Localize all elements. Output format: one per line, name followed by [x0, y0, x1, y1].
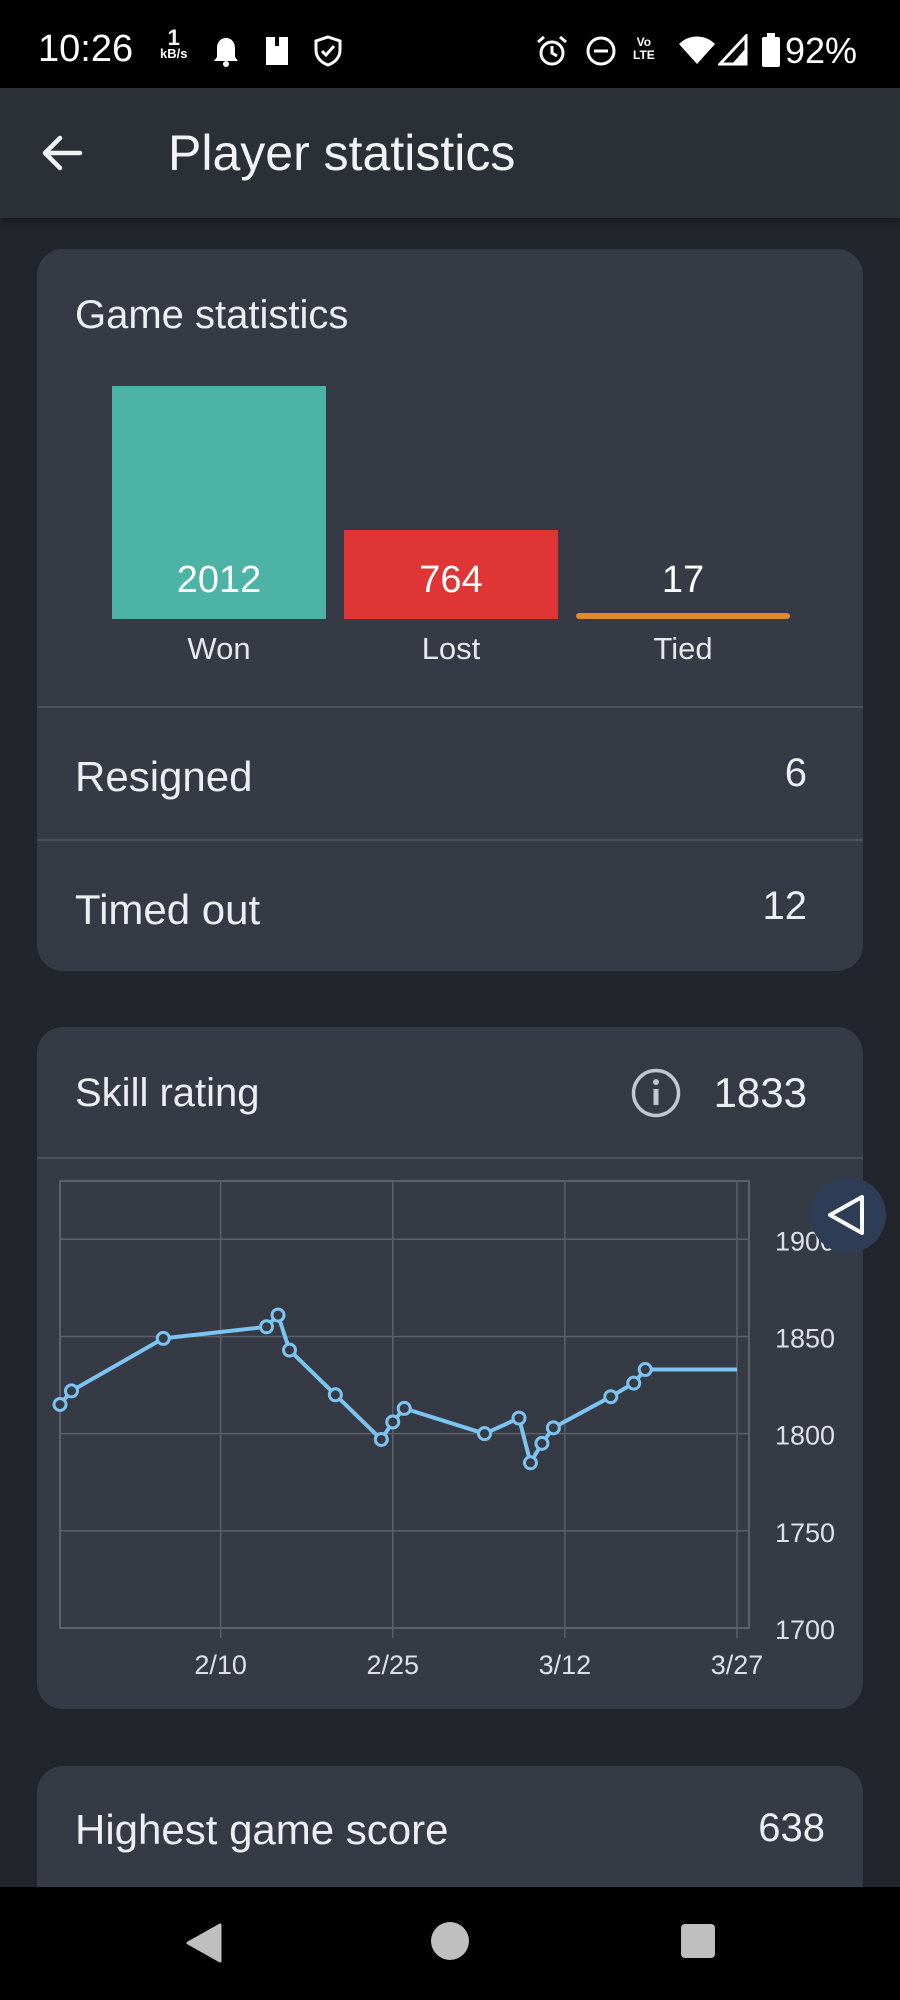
chart-y-tick-label: 1700 — [775, 1615, 835, 1645]
net-speed-unit: kB/s — [160, 46, 188, 61]
resigned-label: Resigned — [75, 753, 253, 800]
triangle-left-icon — [828, 1195, 864, 1235]
alarm-icon — [537, 35, 567, 66]
chart-data-point — [534, 1435, 550, 1451]
won-bar — [112, 386, 326, 619]
chart-data-point — [373, 1431, 389, 1447]
chart-data-point — [270, 1307, 286, 1323]
chart-data-point — [63, 1383, 79, 1399]
chart-data-point — [396, 1400, 412, 1416]
divider — [37, 1157, 863, 1159]
chart-data-point — [477, 1426, 493, 1442]
chart-data-point — [281, 1342, 297, 1358]
game-statistics-title: Game statistics — [75, 293, 349, 337]
divider — [37, 839, 863, 841]
info-icon[interactable] — [630, 1067, 682, 1119]
skill-rating-value: 1833 — [713, 1069, 807, 1116]
highest-score-value: 638 — [758, 1806, 825, 1850]
chart-data-point — [522, 1455, 538, 1471]
battery-icon — [762, 33, 780, 67]
chart-data-point — [637, 1362, 653, 1378]
chart-data-point — [52, 1397, 68, 1412]
battery-percent: 92% — [785, 30, 858, 71]
chart-data-point — [511, 1410, 527, 1426]
chart-data-point — [385, 1414, 401, 1430]
chart-x-tick-label: 2/25 — [366, 1650, 419, 1680]
status-time: 10:26 — [38, 28, 134, 70]
skill-rating-card: Skill rating 1833 1700 1750 1800 1850 1900 2/… — [37, 1027, 863, 1709]
system-nav-bar — [0, 1887, 900, 2000]
chart-x-tick-label: 2/10 — [194, 1650, 247, 1680]
tied-value: 17 — [661, 559, 705, 601]
chart-y-tick-label: 1850 — [775, 1323, 835, 1353]
chart-data-point — [545, 1420, 561, 1436]
shield-icon — [314, 35, 342, 67]
nav-back-icon[interactable] — [184, 1923, 224, 1963]
side-panel-handle[interactable] — [810, 1177, 886, 1253]
status-bar: 10:26 1 kB/s Vo LTE 92% — [0, 0, 900, 88]
chart-y-tick-label: 1750 — [775, 1518, 835, 1548]
net-speed-value: 1 — [167, 25, 180, 50]
nav-home-icon[interactable] — [431, 1922, 469, 1960]
back-arrow-icon[interactable] — [40, 131, 84, 175]
lost-label: Lost — [421, 631, 481, 666]
nav-recents-icon[interactable] — [681, 1924, 715, 1958]
chart-data-point — [626, 1375, 642, 1391]
game-statistics-card: Game statistics 2012 Won 764 Lost 17 Tie… — [37, 249, 863, 971]
chart-data-point — [259, 1319, 275, 1335]
lost-bar — [344, 530, 558, 619]
won-label: Won — [187, 631, 251, 666]
resigned-value: 6 — [784, 751, 807, 795]
won-value: 2012 — [176, 559, 262, 601]
tied-label: Tied — [653, 631, 713, 666]
page-title: Player statistics — [168, 125, 516, 181]
divider — [37, 706, 863, 708]
chart-x-tick-label: 3/27 — [711, 1650, 764, 1680]
lost-value: 764 — [419, 559, 483, 601]
chart-data-point — [603, 1389, 619, 1405]
bell-icon — [214, 38, 238, 67]
wifi-icon — [679, 36, 715, 64]
skill-rating-title: Skill rating — [75, 1071, 260, 1115]
chart-data-point — [155, 1330, 171, 1346]
sd-card-icon — [266, 37, 288, 65]
chart-y-tick-label: 1800 — [775, 1421, 835, 1451]
volte-line1: Vo — [636, 35, 652, 49]
tied-bar — [576, 613, 790, 619]
chart-data-point — [327, 1387, 343, 1403]
volte-line2: LTE — [633, 48, 655, 62]
timed-out-label: Timed out — [75, 886, 261, 933]
dnd-icon — [586, 36, 616, 66]
highest-score-label: Highest game score — [75, 1806, 449, 1853]
signal-icon — [718, 34, 748, 66]
volte-icon: Vo LTE — [633, 36, 655, 62]
timed-out-value: 12 — [762, 884, 808, 928]
chart-x-tick-label: 3/12 — [539, 1650, 592, 1680]
app-bar: Player statistics — [0, 88, 900, 218]
net-speed: 1 kB/s — [160, 25, 188, 62]
